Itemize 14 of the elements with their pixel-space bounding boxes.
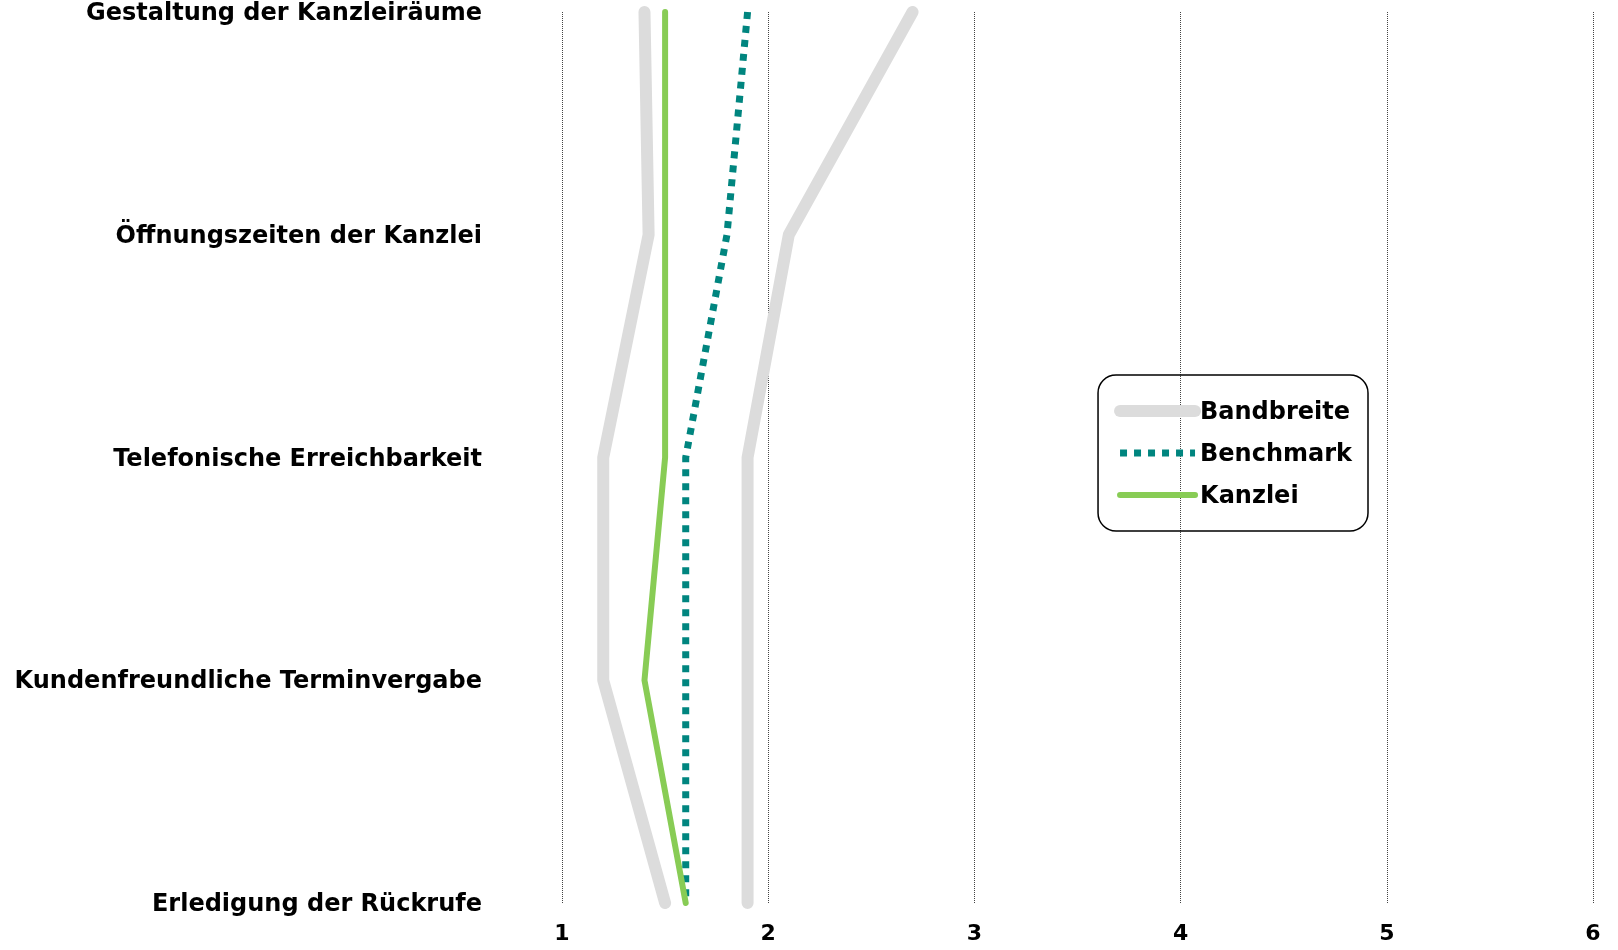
legend-label: Benchmark bbox=[1200, 439, 1354, 467]
legend-label: Bandbreite bbox=[1200, 397, 1351, 425]
x-tick-label: 5 bbox=[1379, 919, 1395, 945]
y-tick-label: Telefonische Erreichbarkeit bbox=[113, 443, 482, 472]
legend-label: Kanzlei bbox=[1200, 481, 1299, 509]
x-tick-label: 3 bbox=[966, 919, 983, 945]
y-tick-label: Kundenfreundliche Terminvergabe bbox=[14, 666, 482, 695]
x-tick-label: 2 bbox=[760, 919, 776, 945]
y-tick-label: Erledigung der Rückrufe bbox=[151, 889, 482, 917]
x-tick-label: 1 bbox=[554, 919, 570, 945]
x-tick-label: 6 bbox=[1585, 919, 1601, 945]
y-tick-label: Öffnungszeiten der Kanzlei bbox=[115, 218, 482, 249]
x-tick-label: 4 bbox=[1172, 919, 1189, 945]
y-tick-label: Gestaltung der Kanzleiräume bbox=[86, 0, 482, 26]
